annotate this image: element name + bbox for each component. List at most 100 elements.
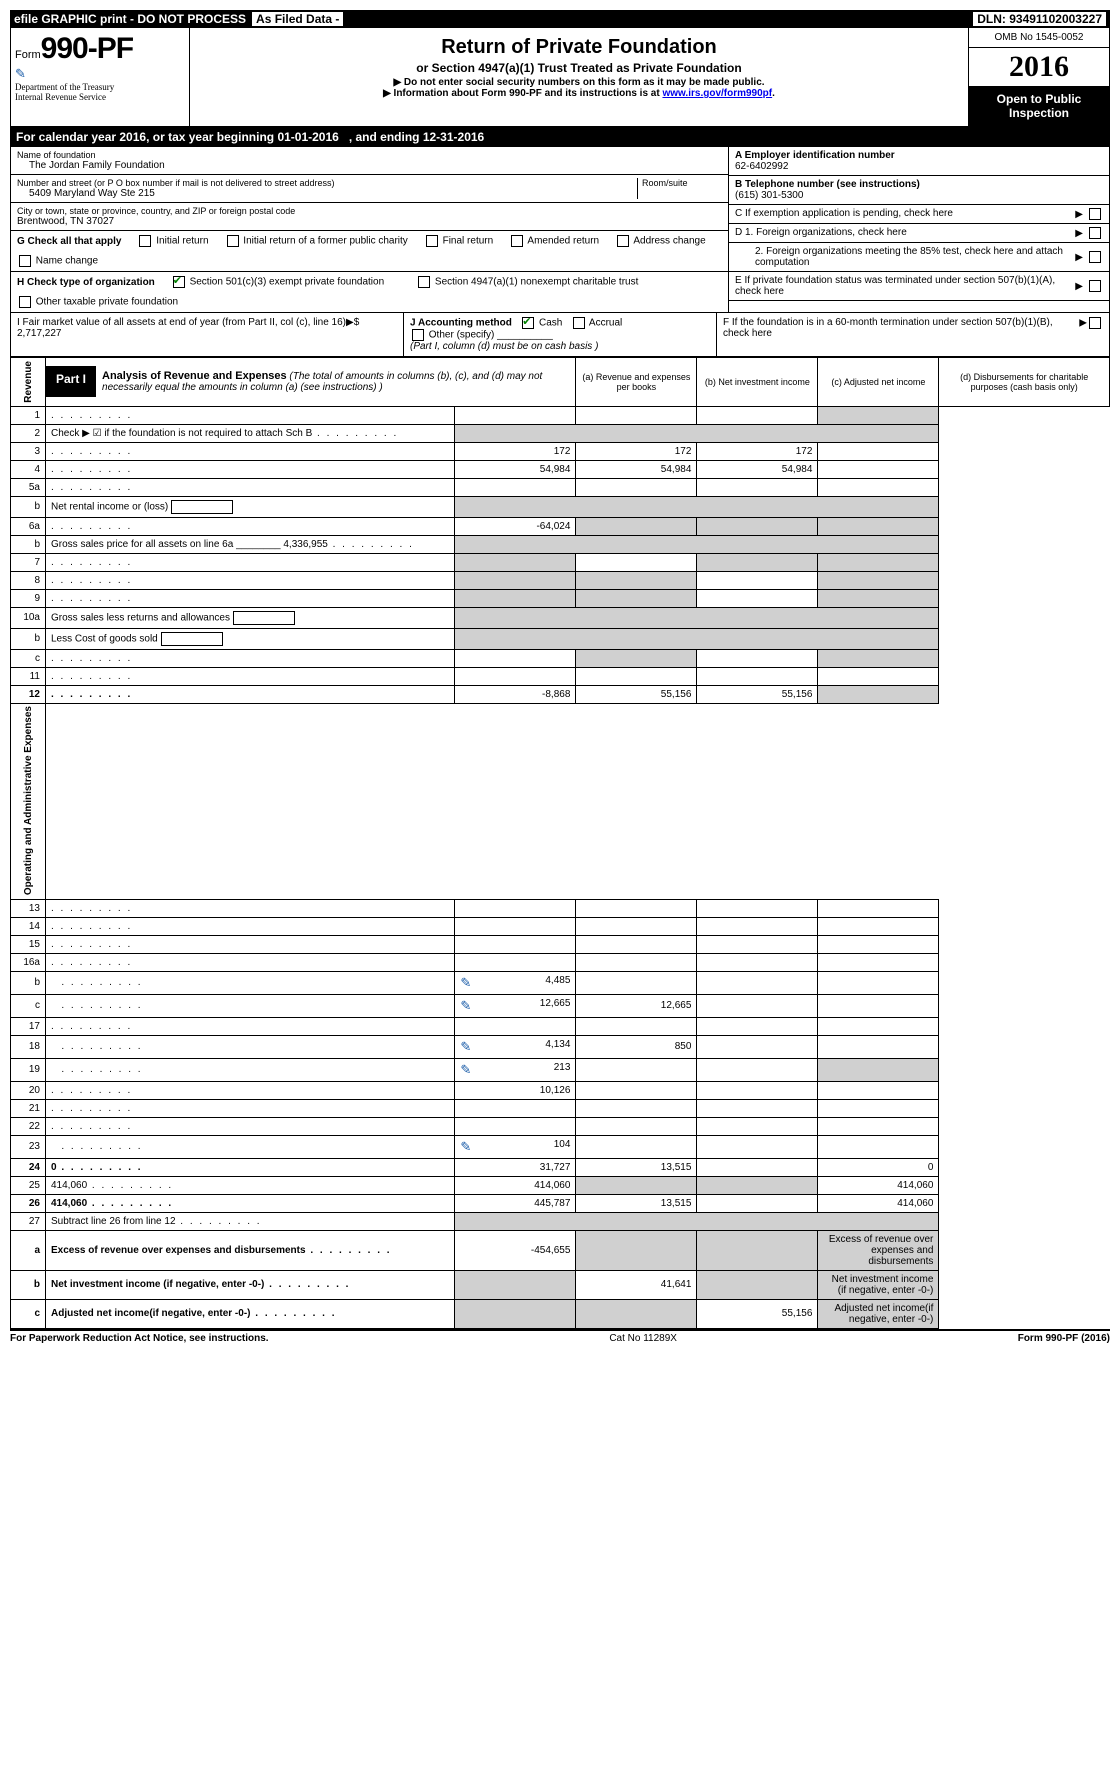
e-checkbox[interactable] — [1089, 280, 1101, 292]
row-desc — [46, 553, 455, 571]
accrual-checkbox[interactable] — [573, 317, 585, 329]
cell-a — [455, 1270, 576, 1299]
other-taxable-checkbox[interactable] — [19, 296, 31, 308]
cell-c — [697, 994, 818, 1017]
final-return-checkbox[interactable] — [426, 235, 438, 247]
row-number: c — [11, 994, 46, 1017]
cell-c — [697, 899, 818, 917]
city-label: City or town, state or province, country… — [17, 206, 722, 216]
cell-c — [697, 1194, 818, 1212]
row-number: 25 — [11, 1176, 46, 1194]
address-change-checkbox[interactable] — [617, 235, 629, 247]
cell-d — [818, 571, 939, 589]
revenue-side-label: Revenue — [11, 358, 46, 407]
cell-a — [455, 1099, 576, 1117]
footer-mid: Cat No 11289X — [609, 1333, 677, 1344]
info-notice-b: . — [772, 88, 775, 99]
cell-c — [697, 517, 818, 535]
form-number: 990-PF — [41, 32, 133, 65]
row-desc — [46, 478, 455, 496]
cell-b — [576, 553, 697, 571]
irs-link[interactable]: www.irs.gov/form990pf — [662, 88, 772, 99]
cell-b: 41,641 — [576, 1270, 697, 1299]
row-number: b — [11, 971, 46, 994]
col-b-header: (b) Net investment income — [697, 358, 818, 407]
cell-c: 172 — [697, 442, 818, 460]
cell-c — [697, 571, 818, 589]
form-subtitle: or Section 4947(a)(1) Trust Treated as P… — [198, 61, 960, 75]
cell-d — [818, 442, 939, 460]
cell-d — [818, 1117, 939, 1135]
row-desc: 414,060 — [46, 1194, 455, 1212]
cell-d — [818, 1135, 939, 1158]
row-number: a — [11, 1230, 46, 1270]
row-desc — [46, 917, 455, 935]
cell-c: 54,984 — [697, 460, 818, 478]
opex-side-label: Operating and Administrative Expenses — [11, 703, 46, 899]
cell-b — [576, 1230, 697, 1270]
former-charity-checkbox[interactable] — [227, 235, 239, 247]
cell-b — [576, 1017, 697, 1035]
cell-d — [818, 589, 939, 607]
dln-box: DLN: 93491102003227 — [973, 12, 1106, 26]
cell-a — [455, 935, 576, 953]
row-number: 9 — [11, 589, 46, 607]
cell-c — [697, 406, 818, 424]
room-label: Room/suite — [638, 178, 722, 199]
row-desc — [46, 971, 455, 994]
cell-d: 414,060 — [818, 1176, 939, 1194]
row-desc — [46, 1117, 455, 1135]
ein-label: A Employer identification number — [735, 150, 895, 161]
row-number: b — [11, 1270, 46, 1299]
4947a1-checkbox[interactable] — [418, 276, 430, 288]
amended-return-checkbox[interactable] — [511, 235, 523, 247]
cell-b — [576, 1099, 697, 1117]
d2-checkbox[interactable] — [1089, 251, 1101, 263]
row-desc — [46, 1081, 455, 1099]
cell-c — [697, 953, 818, 971]
row-number: b — [11, 496, 46, 517]
row-number: 19 — [11, 1058, 46, 1081]
row-desc — [46, 685, 455, 703]
cell-d — [818, 1099, 939, 1117]
name-change-checkbox[interactable] — [19, 255, 31, 267]
d1-checkbox[interactable] — [1089, 227, 1101, 239]
row-desc — [46, 1017, 455, 1035]
row-desc: Gross sales price for all assets on line… — [46, 535, 455, 553]
cell-d — [818, 994, 939, 1017]
f-checkbox[interactable] — [1089, 317, 1101, 329]
pencil-icon: ✎ — [15, 66, 26, 81]
cell-a: 54,984 — [455, 460, 576, 478]
cell-c — [697, 1117, 818, 1135]
cell-b — [576, 1117, 697, 1135]
row-desc — [46, 517, 455, 535]
cell-b — [576, 1058, 697, 1081]
other-method-checkbox[interactable] — [412, 329, 424, 341]
cell-d — [818, 553, 939, 571]
initial-return-checkbox[interactable] — [139, 235, 151, 247]
cell-c — [697, 478, 818, 496]
501c3-checkbox[interactable] — [173, 276, 185, 288]
ein-value: 62-6402992 — [735, 161, 1103, 172]
cell-a: 31,727 — [455, 1158, 576, 1176]
c-checkbox[interactable] — [1089, 208, 1101, 220]
cell-d — [818, 1058, 939, 1081]
cell-c — [697, 1058, 818, 1081]
cell-c — [697, 553, 818, 571]
tax-year: 2016 — [969, 48, 1109, 86]
row-desc: Check ▶ ☑ if the foundation is not requi… — [46, 424, 455, 442]
cell-a — [455, 667, 576, 685]
cash-checkbox[interactable] — [522, 317, 534, 329]
e-label: E If private foundation status was termi… — [735, 275, 1075, 297]
name-label: Name of foundation — [17, 150, 722, 160]
cell-a: ✎4,134 — [455, 1035, 576, 1058]
row-number: 21 — [11, 1099, 46, 1117]
cell-d: Adjusted net income(if negative, enter -… — [818, 1299, 939, 1328]
cell-b — [576, 1081, 697, 1099]
row-desc: Gross sales less returns and allowances — [46, 607, 455, 628]
cell-d — [818, 971, 939, 994]
cal-year-begin: For calendar year 2016, or tax year begi… — [16, 130, 339, 144]
row-desc — [46, 994, 455, 1017]
cell-b — [576, 935, 697, 953]
cell-a: 414,060 — [455, 1176, 576, 1194]
